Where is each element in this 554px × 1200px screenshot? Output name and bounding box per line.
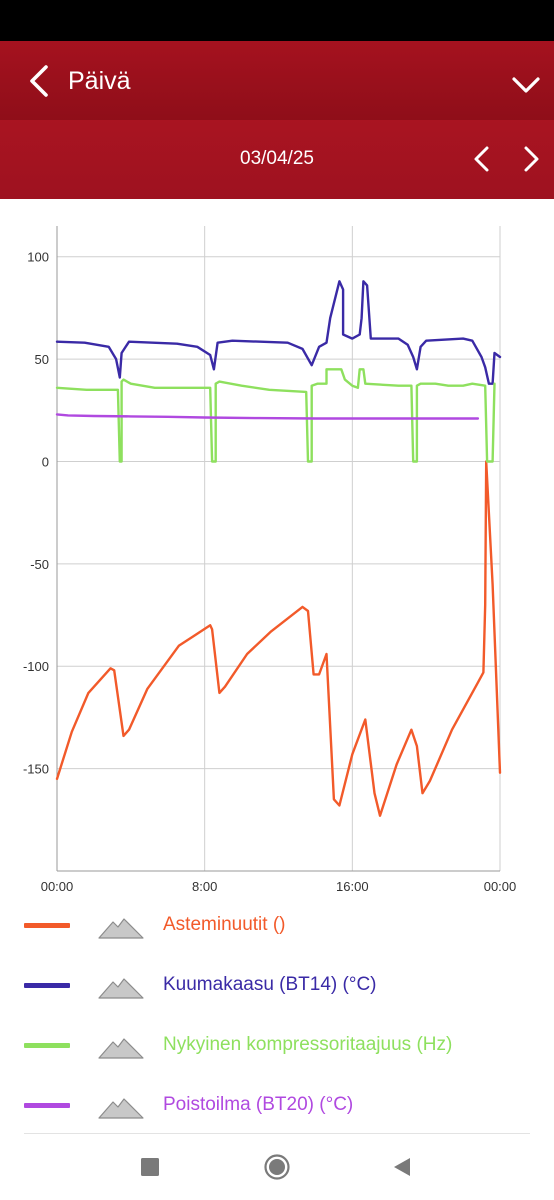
- legend-item-poistoilma[interactable]: Poistoilma (BT20) (°C): [0, 1075, 554, 1135]
- x-tick-label: 00:00: [41, 879, 74, 894]
- status-bar: [0, 0, 554, 41]
- series-line-3: [55, 413, 480, 420]
- series-line-0: [55, 460, 502, 817]
- triangle-back-icon[interactable]: [388, 1152, 418, 1182]
- legend-item-asteminuutit[interactable]: Asteminuutit (): [0, 895, 554, 955]
- legend-swatch: [24, 1103, 70, 1108]
- chevron-down-icon[interactable]: [506, 65, 546, 105]
- y-tick-label: 50: [35, 352, 49, 367]
- x-tick-label: 00:00: [484, 879, 517, 894]
- y-tick-label: 0: [42, 454, 49, 469]
- chevron-left-icon: [474, 146, 489, 172]
- next-day-button[interactable]: [514, 142, 548, 176]
- system-navigation-bar: [0, 1134, 554, 1200]
- chevron-right-icon: [524, 146, 539, 172]
- mountain-chart-icon: [98, 918, 144, 939]
- date-label: 03/04/25: [240, 148, 314, 169]
- page-title: Päivä: [68, 67, 131, 95]
- legend-swatch: [24, 1043, 70, 1048]
- legend-swatch: [24, 923, 70, 928]
- date-navigation-bar: 03/04/25: [0, 120, 554, 199]
- chevron-left-icon[interactable]: [22, 63, 58, 99]
- previous-day-button[interactable]: [466, 142, 500, 176]
- legend-item-kuumakaasu[interactable]: Kuumakaasu (BT14) (°C): [0, 955, 554, 1015]
- mountain-chart-icon: [98, 1098, 144, 1119]
- legend-item-kompressoritaajuus[interactable]: Nykyinen kompressoritaajuus (Hz): [0, 1015, 554, 1075]
- x-tick-label: 16:00: [336, 879, 369, 894]
- square-icon[interactable]: [135, 1152, 165, 1182]
- legend-label: Asteminuutit (): [163, 914, 286, 935]
- series-line-1: [55, 280, 502, 385]
- y-tick-label: -50: [30, 557, 49, 572]
- x-tick-label: 8:00: [192, 879, 217, 894]
- y-tick-label: 100: [27, 250, 49, 265]
- legend-label: Poistoilma (BT20) (°C): [163, 1094, 354, 1115]
- series-line-2: [55, 368, 496, 463]
- circle-home-icon[interactable]: [262, 1152, 292, 1182]
- legend-swatch: [24, 983, 70, 988]
- legend-label: Kuumakaasu (BT14) (°C): [163, 974, 377, 995]
- divider: [24, 1133, 530, 1134]
- line-chart[interactable]: -150 -100 -50 0 50 100 00:00 8:00 16:00 00:00: [0, 199, 554, 895]
- y-tick-label: -150: [23, 762, 49, 777]
- y-tick-label: -100: [23, 659, 49, 674]
- legend-label: Nykyinen kompressoritaajuus (Hz): [163, 1034, 453, 1055]
- mountain-chart-icon: [98, 1038, 144, 1059]
- mountain-chart-icon: [98, 978, 144, 999]
- app-header: Päivä: [0, 41, 554, 120]
